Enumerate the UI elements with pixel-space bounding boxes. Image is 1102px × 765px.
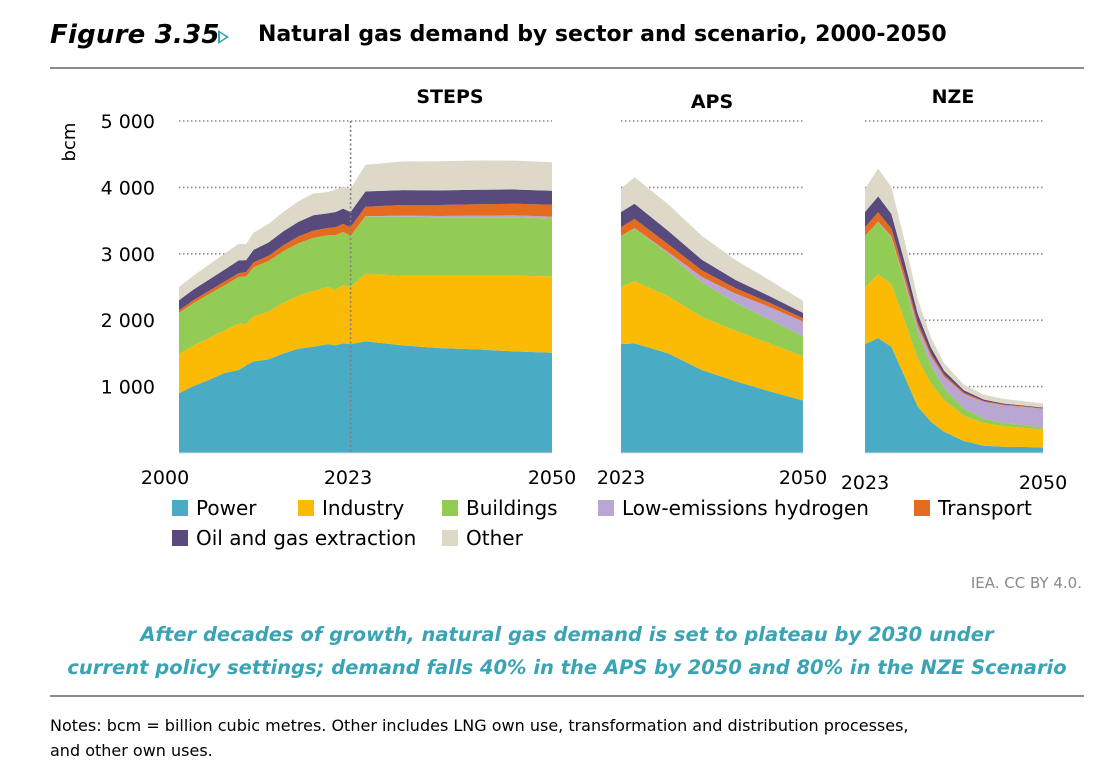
bottom-rule [50,695,1084,697]
legend-label-power: Power [196,496,257,520]
area-nze-low-emissions-hydrogen [865,221,1043,428]
legend-item-other: Other [442,526,523,550]
legend-label-hydrogen: Low-emissions hydrogen [622,496,869,520]
legend-item-extraction: Oil and gas extraction [172,526,416,550]
area-steps-power [179,341,552,453]
top-rule [50,67,1084,69]
legend-label-transport: Transport [938,496,1032,520]
area-aps-transport [621,218,803,322]
x-tick-label-aps: 2023 [597,467,645,489]
chart: bcm 1 000 2 000 3 000 4 000 5 000 STEPS 2000 202… [59,86,1067,494]
legend-swatch-power [172,500,188,516]
y-tick-label: 5 000 [101,111,155,133]
area-steps-other [179,160,552,301]
area-nze-industry [865,274,1043,448]
y-tick-label: 1 000 [101,377,155,399]
x-tick-label-aps: 2050 [779,467,827,489]
y-tick-label: 4 000 [101,177,155,199]
legend-swatch-transport [914,500,930,516]
legend-item-industry: Industry [298,496,404,520]
legend-item-transport: Transport [914,496,1032,520]
legend-label-other: Other [466,526,523,550]
area-aps-buildings [621,228,803,357]
x-tick-label-steps: 2023 [324,467,372,489]
caption-line-2: current policy settings; demand falls 40… [67,656,1067,679]
legend-item-hydrogen: Low-emissions hydrogen [598,496,869,520]
notes: Notes: bcm = billion cubic metres. Other… [50,713,1090,763]
area-aps-power [621,343,803,453]
area-steps-buildings [179,216,552,355]
y-tick-label: 2 000 [101,310,155,332]
legend-label-extraction: Oil and gas extraction [196,526,417,550]
area-nze-other [865,168,1043,408]
credit: IEA. CC BY 4.0. [970,574,1082,592]
y-tick-label: 3 000 [101,244,155,266]
legend-swatch-other [442,530,458,546]
notes-line-1: Notes: bcm = billion cubic metres. Other… [50,716,909,735]
caption-line-1: After decades of growth, natural gas dem… [140,623,994,646]
panel-title-steps: STEPS [416,86,483,108]
figure-header: Figure 3.35 Natural gas demand by sector… [50,18,1084,58]
x-tick-label-nze: 2023 [841,472,889,494]
area-steps-oil-and-gas-extraction [179,189,552,311]
figure-number: Figure 3.35 [50,20,220,50]
area-nze-oil-and-gas-extraction [865,196,1043,409]
legend-label-industry: Industry [322,496,405,520]
legend-swatch-industry [298,500,314,516]
legend-label-buildings: Buildings [466,496,558,520]
legend-item-power: Power [172,496,256,520]
area-aps-industry [621,281,803,401]
legend-swatch-buildings [442,500,458,516]
x-tick-label-steps: 2000 [141,467,189,489]
legend-swatch-extraction [172,530,188,546]
x-tick-label-steps: 2050 [528,467,576,489]
figure-arrow-icon [218,30,229,44]
x-tick-label-nze: 2050 [1019,472,1067,494]
panel-title-nze: NZE [932,86,975,108]
area-aps-other [621,177,803,313]
y-axis-label: bcm [59,123,80,162]
area-aps-low-emissions-hydrogen [621,228,803,337]
area-aps-oil-and-gas-extraction [621,203,803,319]
caption: After decades of growth, natural gas dem… [50,618,1084,684]
legend-item-buildings: Buildings [442,496,558,520]
notes-line-2: and other own uses. [50,741,213,760]
figure-title: Natural gas demand by sector and scenari… [258,22,947,47]
legend-swatch-hydrogen [598,500,614,516]
area-steps-transport [179,203,552,313]
legend: Power Industry Buildings Low-emissions h… [172,496,1072,556]
area-nze-buildings [865,221,1043,430]
area-nze-power [865,338,1043,453]
panel-title-aps: APS [691,91,733,113]
area-steps-industry [179,273,552,394]
